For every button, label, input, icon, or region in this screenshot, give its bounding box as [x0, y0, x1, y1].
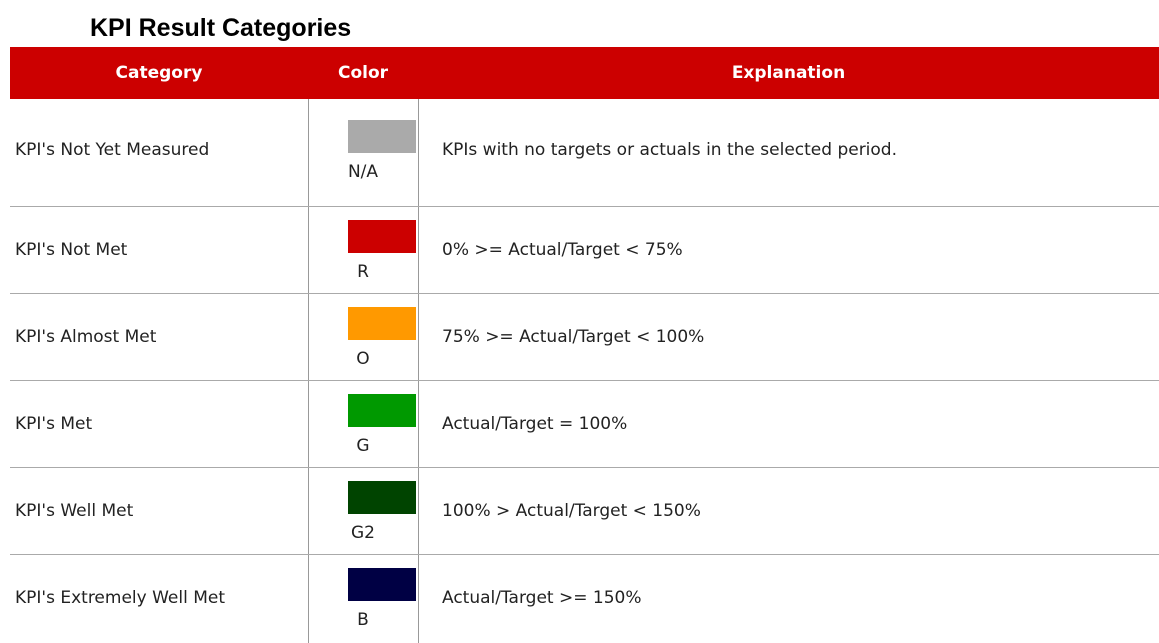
row-border: [10, 293, 1159, 294]
color-code: N/A: [347, 162, 379, 182]
category-cell: KPI's Almost Met: [15, 327, 157, 347]
color-code: B: [357, 610, 369, 630]
header-cell: Color: [337, 63, 389, 83]
column-border: [418, 99, 419, 643]
explanation-cell: KPIs with no targets or actuals in the s…: [442, 140, 897, 160]
column-border: [308, 99, 309, 643]
row-border: [10, 467, 1159, 468]
category-cell: KPI's Not Met: [15, 240, 128, 260]
color-swatch: [348, 394, 416, 427]
row-border: [10, 206, 1159, 207]
header-cell: Category: [115, 63, 203, 83]
title: KPI Result Categories: [90, 14, 352, 42]
row-border: [10, 554, 1159, 555]
color-swatch: [348, 568, 416, 601]
color-code: O: [356, 349, 370, 369]
category-cell: KPI's Not Yet Measured: [15, 140, 210, 160]
color-swatch: [348, 481, 416, 514]
color-swatch: [348, 307, 416, 340]
explanation-cell: 75% >= Actual/Target < 100%: [442, 327, 705, 347]
row-border: [10, 380, 1159, 381]
table-header: Category Color Explanation: [10, 47, 1159, 99]
header-cell: Explanation: [731, 63, 846, 83]
color-swatch: [348, 220, 416, 253]
color-swatch: [348, 120, 416, 153]
color-code: R: [357, 262, 369, 282]
explanation-cell: 0% >= Actual/Target < 75%: [442, 240, 683, 260]
color-code: G2: [351, 523, 375, 543]
color-code: G: [356, 436, 370, 456]
explanation-cell: Actual/Target >= 150%: [442, 588, 642, 608]
explanation-cell: 100% > Actual/Target < 150%: [442, 501, 701, 521]
category-cell: KPI's Met: [15, 414, 93, 434]
category-cell: KPI's Well Met: [15, 501, 134, 521]
explanation-cell: Actual/Target = 100%: [442, 414, 628, 434]
category-cell: KPI's Extremely Well Met: [15, 588, 226, 608]
